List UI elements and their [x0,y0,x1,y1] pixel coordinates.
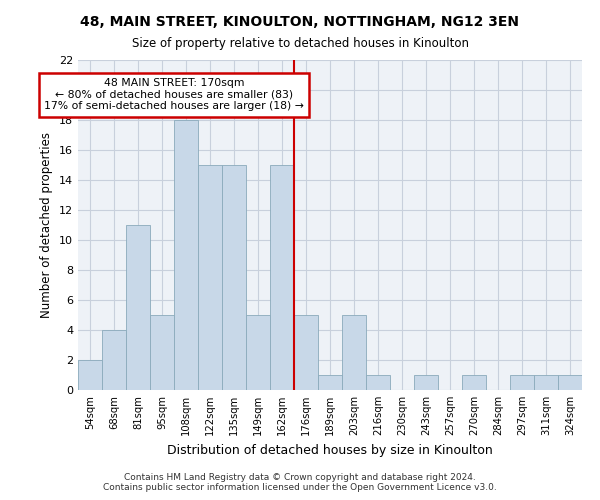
Bar [510,375,534,390]
X-axis label: Distribution of detached houses by size in Kinoulton: Distribution of detached houses by size … [167,444,493,456]
Bar [102,330,126,390]
Bar [294,315,318,390]
Bar [558,375,582,390]
Bar [246,315,270,390]
Bar [462,375,486,390]
Bar [198,165,222,390]
Text: 48 MAIN STREET: 170sqm
← 80% of detached houses are smaller (83)
17% of semi-det: 48 MAIN STREET: 170sqm ← 80% of detached… [44,78,304,111]
Bar [318,375,342,390]
Bar [270,165,294,390]
Bar [174,120,198,390]
Text: Size of property relative to detached houses in Kinoulton: Size of property relative to detached ho… [131,38,469,51]
Bar [342,315,366,390]
Y-axis label: Number of detached properties: Number of detached properties [40,132,53,318]
Bar [222,165,246,390]
Bar [366,375,390,390]
Text: Contains HM Land Registry data © Crown copyright and database right 2024.
Contai: Contains HM Land Registry data © Crown c… [103,473,497,492]
Bar [126,225,150,390]
Bar [78,360,102,390]
Bar [534,375,558,390]
Bar [414,375,438,390]
Text: 48, MAIN STREET, KINOULTON, NOTTINGHAM, NG12 3EN: 48, MAIN STREET, KINOULTON, NOTTINGHAM, … [80,15,520,29]
Bar [150,315,174,390]
